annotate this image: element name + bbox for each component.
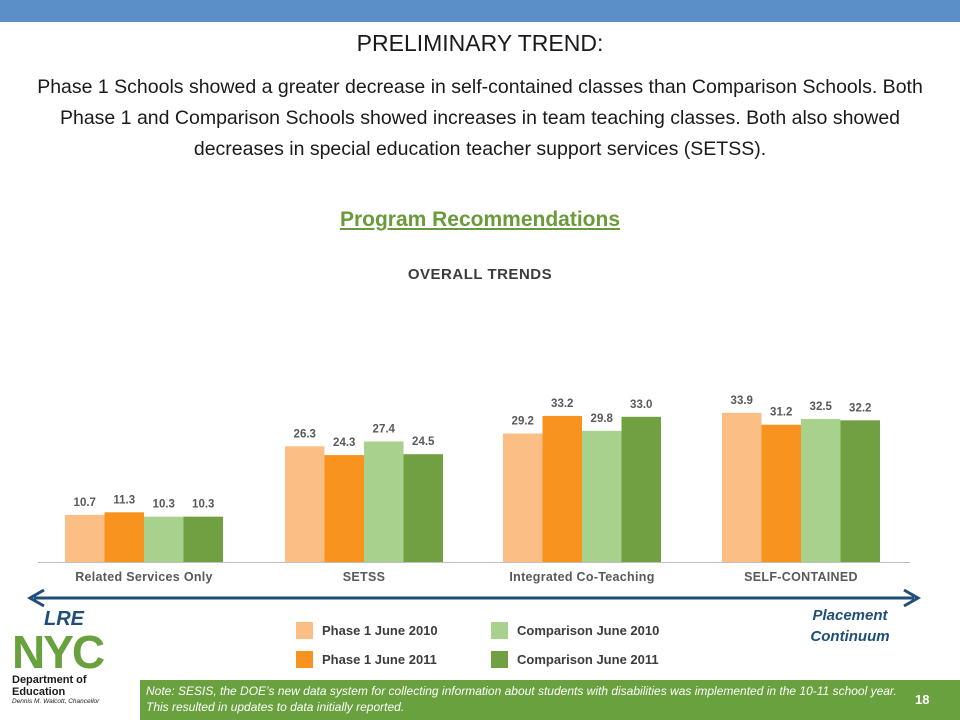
data-label: 26.3 [294,428,316,440]
data-label: 33.2 [551,398,573,410]
category-label: SELF-CONTAINED [744,570,858,584]
program-recommendations-heading: Program Recommendations [339,208,621,231]
overall-trends-chart: 10.7 11.3 10.3 10.3 Related Services Only 26.… [26,395,922,608]
bar [621,416,661,562]
bar [183,516,223,562]
legend-swatch [491,650,508,668]
page-number: 18 [915,692,930,707]
nyc-doe-logo: NYC Department of Education Dennis M. Wa… [12,626,140,720]
bar [503,433,543,562]
continuum-arrow-left-head [26,588,45,608]
data-label: 24.3 [333,437,355,449]
bar [324,455,364,562]
data-label: 27.4 [373,423,396,435]
continuum-arrow-right-head [903,588,922,608]
category-label: Integrated Co-Teaching [509,570,654,584]
bar [582,430,622,562]
legend-item-phase1-2010: Phase 1 June 2010 [296,620,438,640]
data-label: 10.3 [192,499,214,511]
footer-note: Note: SESIS, the DOE’s new data system f… [146,684,897,714]
top-accent-bar [0,0,960,22]
bar [285,446,325,562]
category-label: Related Services Only [75,570,213,584]
data-label: 33.9 [731,395,753,407]
chart-title: OVERALL TRENDS [407,266,553,283]
summary-paragraph: Phase 1 Schools showed a greater decreas… [37,76,923,160]
bar [403,454,443,562]
slide-title: PRELIMINARY TREND: [356,30,604,56]
logo-line1: Department of [12,674,87,686]
legend-label: Phase 1 June 2011 [322,651,437,667]
bar [144,516,184,562]
data-label: 24.5 [412,436,435,448]
bar [65,514,105,562]
bar [104,512,144,562]
logo-wordmark: NYC [12,626,105,678]
legend-item-comparison-2010: Comparison June 2010 [491,620,659,640]
lre-label: LRE [44,608,84,630]
legend-label: Comparison June 2011 [517,651,659,667]
bar [722,412,762,562]
legend-item-comparison-2011: Comparison June 2011 [491,649,659,669]
legend-swatch [491,621,508,639]
bar [761,424,801,562]
data-label: 29.8 [591,413,614,425]
chart-legend: Phase 1 June 2010 Phase 1 June 2011 Comp… [296,620,716,670]
footer-logo-area [0,680,140,720]
data-label: 31.2 [770,407,792,419]
footer-bar [0,680,960,720]
bar [542,415,582,562]
data-label: 10.7 [74,497,96,509]
legend-label: Comparison June 2010 [517,622,660,638]
data-label: 10.3 [153,499,175,511]
legend-item-phase1-2011: Phase 1 June 2011 [296,649,437,669]
bar [801,419,841,562]
data-label: 33.0 [630,399,652,411]
data-label: 11.3 [113,494,135,506]
bar [840,420,880,562]
legend-swatch [296,621,313,639]
placement-continuum-label: Placement Continuum [810,607,890,645]
data-label: 29.2 [512,416,534,428]
legend-label: Phase 1 June 2010 [322,622,438,638]
category-label: SETSS [343,570,386,584]
data-label: 32.2 [849,402,871,414]
bar [364,441,404,562]
data-label: 32.5 [810,401,833,413]
logo-chancellor: Dennis M. Walcott, Chancellor [12,698,100,705]
logo-line2: Education [12,686,66,698]
legend-swatch [296,650,313,668]
